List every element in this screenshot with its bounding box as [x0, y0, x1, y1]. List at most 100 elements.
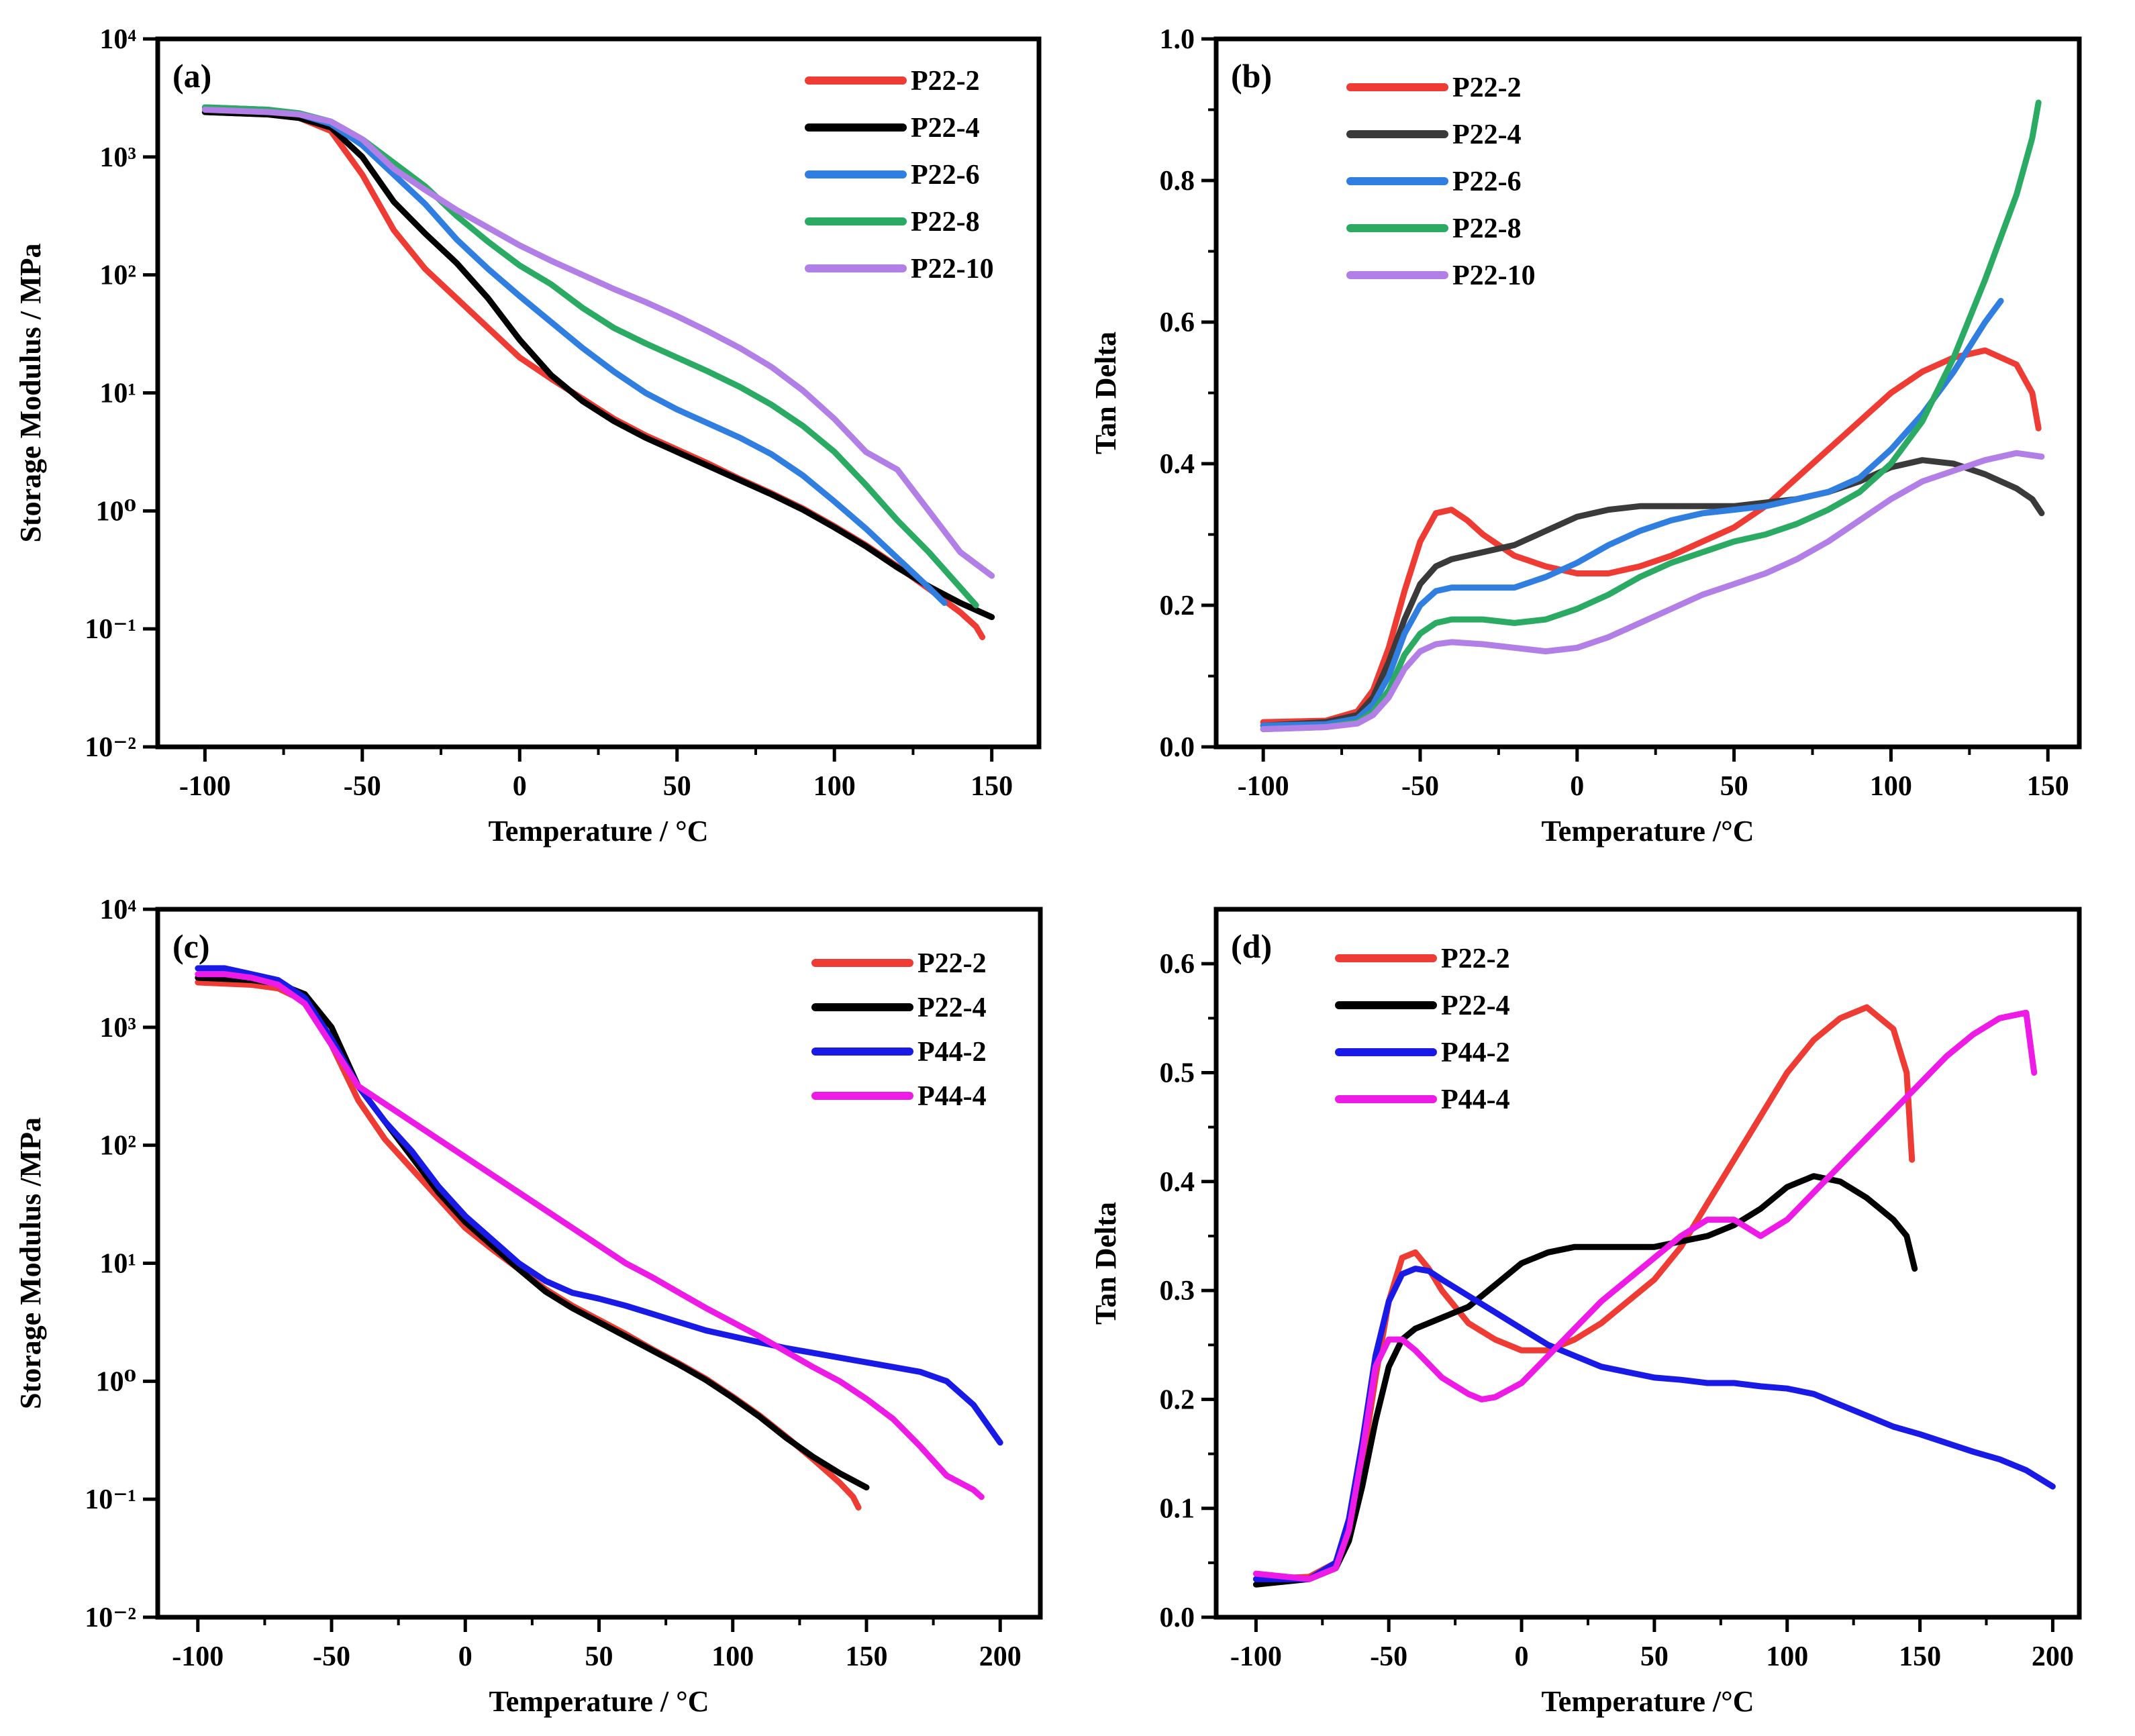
y-tick-label: 10⁻²	[85, 732, 136, 763]
x-tick-label: 100	[711, 1641, 754, 1672]
y-tick-label: 0.4	[1160, 1167, 1195, 1198]
x-axis-title: Temperature / °C	[488, 815, 708, 848]
y-tick-label: 0.5	[1160, 1058, 1195, 1088]
x-tick-label: 100	[1870, 771, 1912, 802]
legend-entry-p22-2: P22-2	[917, 948, 987, 979]
y-tick-label: 0.0	[1160, 1602, 1195, 1633]
legend-entry-p22-4: P22-4	[911, 113, 980, 144]
x-tick-label: -50	[344, 771, 381, 802]
chart-panel-c: -100 -50 0 50 100 150 200 10⁻² 10⁻¹ 10⁰ 10¹ 10² 10³ 1…	[14, 895, 1043, 1718]
plot-frame	[155, 36, 1042, 750]
x-tick-label: 50	[1640, 1641, 1669, 1672]
legend-entry-p22-6: P22-6	[911, 160, 980, 191]
y-tick-label: 10⁴	[99, 895, 136, 925]
y-axis-title: Tan Delta	[1089, 331, 1122, 454]
series-line-p22-4	[1252, 1173, 1918, 1588]
legend-entry-p22-10: P22-10	[1452, 260, 1536, 291]
y-tick-label: 0.8	[1160, 166, 1195, 197]
x-tick-label: 100	[813, 771, 856, 802]
plot-frame	[1213, 36, 2082, 750]
legend-entry-p44-2: P44-2	[917, 1037, 987, 1068]
legend-entry-p44-2: P44-2	[1441, 1037, 1510, 1068]
y-tick-label: 10⁻¹	[85, 614, 136, 645]
legend-entry-p22-4: P22-4	[1441, 990, 1510, 1021]
y-tick-label: 0.4	[1160, 449, 1195, 480]
series-line-p22-2	[201, 109, 986, 640]
y-tick-label: 0.2	[1160, 591, 1195, 621]
y-tick-label: 10³	[99, 142, 136, 173]
y-tick-label: 0.0	[1160, 732, 1195, 763]
y-tick-label: 10¹	[99, 1249, 136, 1280]
y-tick-label: 0.1	[1160, 1494, 1195, 1525]
x-tick-label: -50	[1401, 771, 1439, 802]
x-tick-label: 0	[1570, 771, 1584, 802]
x-tick-label: 50	[663, 771, 691, 802]
series-line-p44-4	[195, 971, 985, 1500]
series-line-p22-4	[1260, 457, 2045, 729]
series-line-p44-4	[1252, 1009, 2038, 1582]
series-line-p22-2	[1260, 347, 2042, 725]
x-tick-label: 200	[2032, 1641, 2074, 1672]
y-tick-label: 0.6	[1160, 949, 1195, 980]
x-tick-label: 100	[1766, 1641, 1808, 1672]
y-tick-label: 10¹	[99, 378, 136, 409]
y-tick-label: 0.6	[1160, 307, 1195, 338]
y-tick-label: 10⁰	[96, 1366, 136, 1397]
series-line-p22-10	[1260, 450, 2045, 733]
legend-entry-p22-2: P22-2	[1441, 943, 1510, 974]
panel-label: (d)	[1231, 927, 1272, 965]
plot-frame	[1213, 907, 2082, 1620]
y-axis-title: Storage Modulus / MPa	[14, 243, 47, 542]
legend-entry-p44-4: P44-4	[917, 1081, 987, 1112]
legend-entry-p22-8: P22-8	[911, 207, 980, 238]
series-line-p22-2	[195, 979, 862, 1511]
legend-entry-p22-2: P22-2	[1452, 72, 1522, 103]
y-tick-label: 10²	[99, 1131, 136, 1162]
series-line-p22-4	[195, 974, 870, 1491]
y-tick-label: 10⁻¹	[85, 1484, 136, 1515]
chart-panel-d: -100 -50 0 50 100 150 200 0.0 0.1 0.2 0.3 0.4 0.5 0.6…	[1089, 907, 2082, 1718]
y-tick-label: 1.0	[1160, 24, 1195, 55]
x-tick-label: -50	[313, 1641, 350, 1672]
x-axis-title: Temperature / °C	[489, 1685, 709, 1718]
y-tick-label: 10²	[99, 260, 136, 291]
x-tick-label: 150	[971, 771, 1013, 802]
series-line-p22-8	[1260, 99, 2042, 733]
plot-frame	[155, 907, 1043, 1620]
legend-entry-p22-8: P22-8	[1452, 213, 1522, 244]
series-line-p44-2	[195, 965, 1003, 1446]
legend-entry-p22-2: P22-2	[911, 66, 980, 97]
x-axis-title: Temperature /°C	[1541, 815, 1754, 848]
x-tick-label: -100	[1238, 771, 1289, 802]
x-tick-label: 0	[1515, 1641, 1529, 1672]
x-tick-label: 150	[845, 1641, 887, 1672]
x-tick-label: -100	[172, 1641, 224, 1672]
x-tick-label: 50	[585, 1641, 613, 1672]
legend-entry-p44-4: P44-4	[1441, 1084, 1510, 1115]
series-line-p22-6	[201, 104, 948, 606]
y-tick-label: 10⁻²	[85, 1602, 136, 1633]
x-tick-label: -100	[179, 771, 231, 802]
x-tick-label: -100	[1230, 1641, 1282, 1672]
panel-label: (a)	[172, 57, 211, 95]
x-tick-label: 0	[458, 1641, 473, 1672]
legend-entry-p22-4: P22-4	[1452, 119, 1522, 150]
x-tick-label: 0	[513, 771, 527, 802]
y-tick-label: 0.3	[1160, 1276, 1195, 1307]
series-line-p22-10	[201, 107, 995, 579]
legend-entry-p22-4: P22-4	[917, 992, 987, 1023]
x-tick-label: 150	[1899, 1641, 1941, 1672]
series-line-p22-4	[201, 109, 995, 621]
series-line-p22-6	[1260, 297, 2004, 729]
x-axis-title: Temperature /°C	[1541, 1685, 1754, 1718]
chart-panel-a: -100 -50 0 50 100 150 10⁻² 10⁻¹ 10⁰ 10¹ 10² 10³ 10⁴ T…	[14, 24, 1042, 848]
panel-label: (c)	[172, 927, 210, 965]
chart-panel-b: -100 -50 0 50 100 150 0.0 0.2 0.4 0.6 0.8 1.0 Temper…	[1089, 24, 2082, 848]
y-axis-title: Storage Modulus /MPa	[14, 1117, 47, 1409]
legend-entry-p22-6: P22-6	[1452, 166, 1522, 197]
x-tick-label: 50	[1720, 771, 1748, 802]
panel-label: (b)	[1231, 57, 1272, 95]
x-tick-label: 150	[2027, 771, 2069, 802]
legend-entry-p22-10: P22-10	[911, 254, 994, 285]
